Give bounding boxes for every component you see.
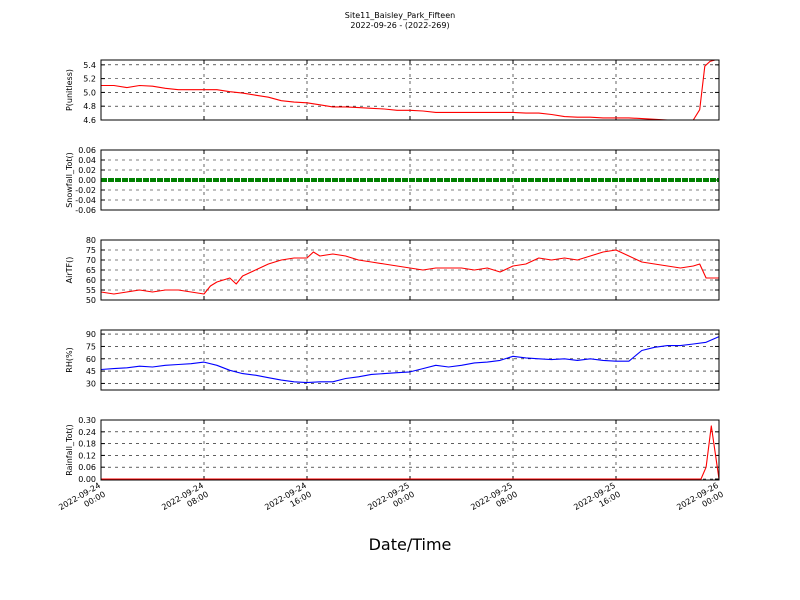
- y-axis-label: Rainfall_Tot(): [65, 424, 74, 476]
- y-tick-label: 30: [86, 379, 96, 388]
- y-tick-label: 0.04: [78, 156, 96, 165]
- series-line: [100, 249, 719, 295]
- subplot-1: 4.6 4.8 5.0 5.2 5.4 P(unitless): [65, 59, 720, 125]
- y-tick-label: 4.8: [83, 102, 96, 111]
- y-tick-label: 75: [86, 342, 96, 351]
- y-tick-label: 0.12: [78, 451, 96, 460]
- x-axis-label: Date/Time: [369, 535, 452, 554]
- y-tick-label: 5.2: [83, 75, 96, 84]
- y-tick-label: 0.30: [78, 416, 96, 425]
- subplot-frame: [100, 59, 720, 121]
- chart-title-line-2: 2022-09-26 - (2022-269): [350, 21, 449, 30]
- y-tick-label: 70: [86, 256, 96, 265]
- y-axis-label: Snowfall_Tot(): [65, 152, 74, 208]
- y-tick-label: 0.06: [78, 146, 96, 155]
- subplot-frame: [100, 419, 720, 481]
- series-line: [101, 425, 720, 480]
- y-tick-label: 5.0: [83, 88, 96, 97]
- subplot-2: -0.06-0.04-0.020.000.020.040.06 Snowfall_…: [65, 146, 720, 215]
- y-tick-label: 80: [86, 236, 96, 245]
- y-axis-label: RH(%): [65, 347, 74, 372]
- y-tick-label: -0.06: [75, 206, 96, 215]
- subplot-panels: 4.6 4.8 5.0 5.2 5.4 P(unitless) -0.06-0.04-0.0…: [65, 59, 720, 484]
- y-tick-label: 55: [86, 286, 96, 295]
- y-tick-label: 45: [86, 367, 96, 376]
- y-tick-label: -0.04: [75, 196, 96, 205]
- subplot-4: 30 45 60 75 90 RH(%): [65, 329, 720, 391]
- y-tick-label: -0.02: [75, 186, 96, 195]
- series-line: [101, 59, 719, 121]
- y-tick-label: 0.06: [78, 463, 96, 472]
- y-tick-label: 75: [86, 246, 96, 255]
- y-tick-label: 65: [86, 266, 96, 275]
- y-tick-label: 0.00: [78, 176, 96, 185]
- subplot-frame: [100, 329, 720, 391]
- y-axis-label: P(unitless): [65, 69, 74, 111]
- y-tick-label: 0.18: [78, 440, 96, 449]
- y-tick-label: 0.24: [78, 428, 96, 437]
- y-axis-label: AirTF(): [65, 257, 74, 284]
- y-tick-label: 0.02: [78, 166, 96, 175]
- y-tick-label: 0.00: [78, 475, 96, 484]
- y-tick-label: 90: [86, 330, 96, 339]
- y-tick-label: 4.6: [83, 116, 96, 125]
- y-tick-label: 60: [86, 276, 96, 285]
- subplot-frame: [100, 149, 720, 211]
- subplot-5: 0.00 0.06 0.12 0.18 0.24 0.30 Rainfall_Tot(): [65, 416, 720, 484]
- subplot-frame: [100, 239, 720, 301]
- y-tick-label: 5.4: [83, 61, 96, 70]
- series-line: [100, 336, 720, 384]
- chart-title-line-1: Site11_Baisley_Park_Fifteen: [345, 11, 455, 20]
- y-tick-label: 60: [86, 355, 96, 364]
- y-tick-label: 50: [86, 296, 96, 305]
